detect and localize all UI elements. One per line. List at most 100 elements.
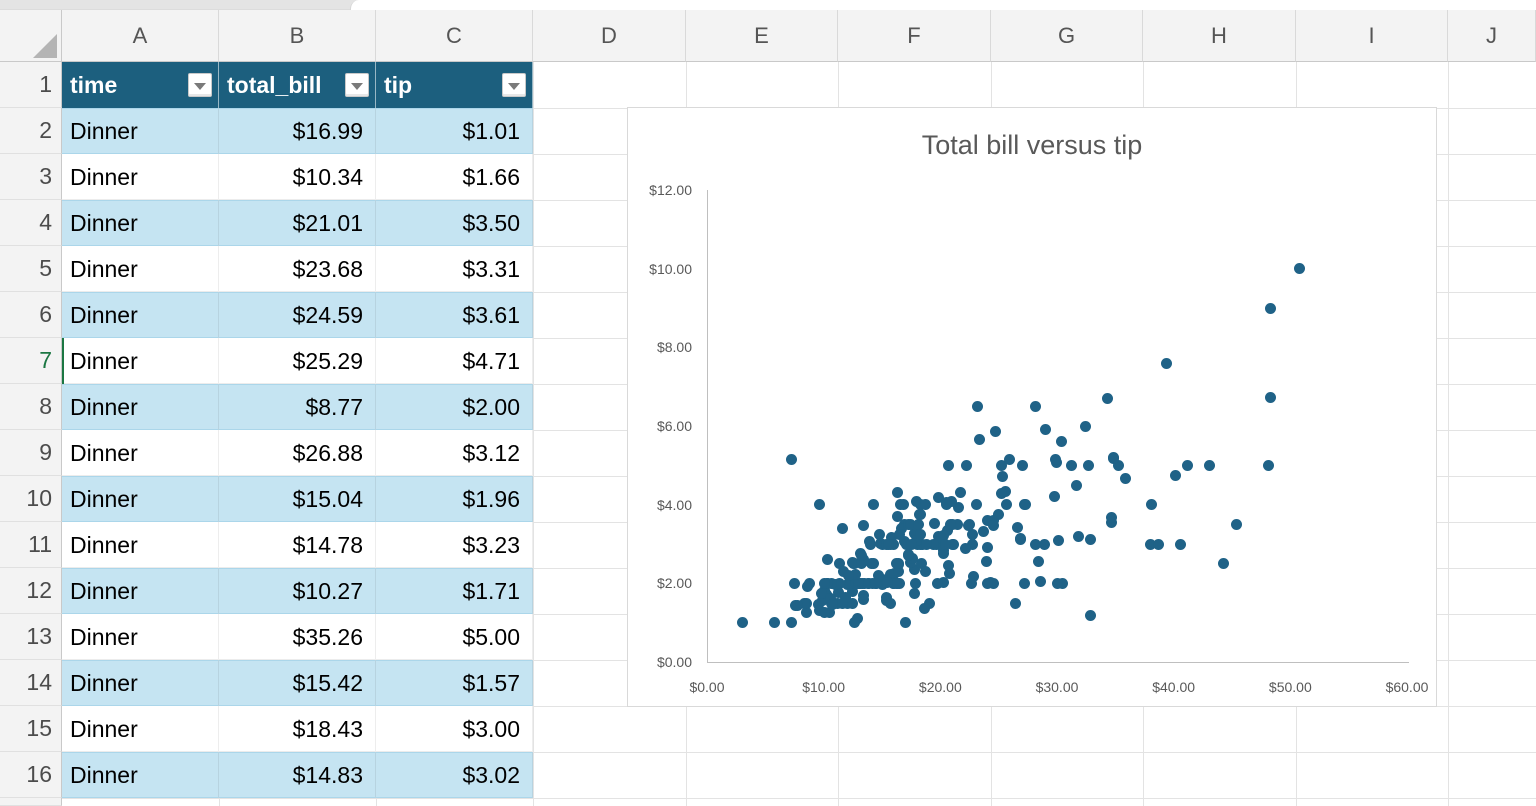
column-header-F[interactable]: F xyxy=(838,10,991,62)
table-cell[interactable]: Dinner xyxy=(62,246,219,292)
filter-button-total_bill[interactable] xyxy=(345,73,369,97)
table-cell[interactable]: Dinner xyxy=(62,706,219,752)
row-header-3[interactable]: 3 xyxy=(0,154,62,200)
chart-point xyxy=(913,518,925,530)
chart-point xyxy=(937,545,949,557)
scatter-chart[interactable]: Total bill versus tip $0.00 $2.00 $4.00 $6.… xyxy=(627,107,1437,707)
y-tick-label: $8.00 xyxy=(656,339,692,356)
column-header-D[interactable]: D xyxy=(533,10,686,62)
row-header-6[interactable]: 6 xyxy=(0,292,62,338)
row-header-12[interactable]: 12 xyxy=(0,568,62,614)
row-header-1[interactable]: 1 xyxy=(0,62,62,108)
chart-point xyxy=(882,577,894,589)
table-cell[interactable]: $15.42 xyxy=(219,660,376,706)
table-cell[interactable]: Dinner xyxy=(62,292,219,338)
table-cell[interactable]: $25.29 xyxy=(219,338,376,384)
column-header-H[interactable]: H xyxy=(1143,10,1296,62)
table-cell[interactable]: Dinner xyxy=(62,476,219,522)
column-header-E[interactable]: E xyxy=(686,10,838,62)
table-cell[interactable]: $3.12 xyxy=(376,430,533,476)
row-header-2[interactable]: 2 xyxy=(0,108,62,154)
table-cell[interactable]: $3.31 xyxy=(376,246,533,292)
row-header-15[interactable]: 15 xyxy=(0,706,62,752)
table-header-cell-total_bill[interactable]: total_bill xyxy=(219,62,376,108)
table-cell[interactable]: Dinner xyxy=(62,522,219,568)
chart-point xyxy=(924,597,936,609)
table-cell[interactable]: Dinner xyxy=(62,614,219,660)
table-cell[interactable]: $3.02 xyxy=(376,752,533,798)
table-cell[interactable]: $3.61 xyxy=(376,292,533,338)
row-header-16[interactable]: 16 xyxy=(0,752,62,798)
column-header-G[interactable]: G xyxy=(991,10,1143,62)
select-all-corner[interactable] xyxy=(0,10,62,62)
chart-point xyxy=(1082,459,1094,471)
row-header-14[interactable]: 14 xyxy=(0,660,62,706)
table-cell[interactable]: $18.43 xyxy=(219,706,376,752)
table-cell[interactable]: $2.00 xyxy=(376,384,533,430)
chart-point xyxy=(1019,499,1031,511)
row-header-11[interactable]: 11 xyxy=(0,522,62,568)
table-cell[interactable]: $23.68 xyxy=(219,246,376,292)
table-cell[interactable]: $24.59 xyxy=(219,292,376,338)
chart-point xyxy=(1112,459,1124,471)
x-tick-label: $10.00 xyxy=(802,679,846,695)
filter-button-tip[interactable] xyxy=(502,73,526,97)
table-cell[interactable]: Dinner xyxy=(62,384,219,430)
table-cell[interactable]: $10.34 xyxy=(219,154,376,200)
chart-point xyxy=(827,598,839,610)
table-cell[interactable]: $3.23 xyxy=(376,522,533,568)
table-header-cell-time[interactable]: time xyxy=(62,62,219,108)
chart-point xyxy=(989,426,1001,438)
table-cell[interactable]: Dinner xyxy=(62,430,219,476)
table-cell[interactable]: $1.01 xyxy=(376,108,533,154)
filter-button-time[interactable] xyxy=(188,73,212,97)
row-header-17[interactable] xyxy=(0,798,62,806)
table-cell[interactable]: $21.01 xyxy=(219,200,376,246)
row-header-10[interactable]: 10 xyxy=(0,476,62,522)
table-cell[interactable]: $10.27 xyxy=(219,568,376,614)
table-cell[interactable]: $4.71 xyxy=(376,338,533,384)
column-header-J[interactable]: J xyxy=(1448,10,1536,62)
row-header-8[interactable]: 8 xyxy=(0,384,62,430)
table-cell[interactable]: $3.00 xyxy=(376,706,533,752)
table-cell[interactable]: Dinner xyxy=(62,154,219,200)
table-cell[interactable]: $1.66 xyxy=(376,154,533,200)
chart-point xyxy=(959,543,971,555)
chart-point xyxy=(819,577,831,589)
table-cell[interactable]: Dinner xyxy=(62,660,219,706)
table-cell[interactable]: Dinner xyxy=(62,108,219,154)
table-cell[interactable]: $1.71 xyxy=(376,568,533,614)
row-header-13[interactable]: 13 xyxy=(0,614,62,660)
table-cell[interactable]: Dinner xyxy=(62,752,219,798)
column-header-A[interactable]: A xyxy=(62,10,219,62)
table-cell[interactable]: $3.50 xyxy=(376,200,533,246)
table-cell[interactable]: Dinner xyxy=(62,200,219,246)
table-cell[interactable]: $8.77 xyxy=(219,384,376,430)
table-cell[interactable]: $14.78 xyxy=(219,522,376,568)
table-cell[interactable]: $1.57 xyxy=(376,660,533,706)
gridline-horizontal xyxy=(62,798,1536,799)
table-cell[interactable]: $26.88 xyxy=(219,430,376,476)
column-header-C[interactable]: C xyxy=(376,10,533,62)
table-cell[interactable]: $15.04 xyxy=(219,476,376,522)
column-header-B[interactable]: B xyxy=(219,10,376,62)
chart-point xyxy=(844,577,856,589)
table-header-cell-tip[interactable]: tip xyxy=(376,62,533,108)
chart-point xyxy=(1018,577,1030,589)
y-tick-label: $12.00 xyxy=(649,182,692,198)
table-cell[interactable]: $16.99 xyxy=(219,108,376,154)
formula-bar-edge xyxy=(350,0,1536,10)
table-cell[interactable]: $35.26 xyxy=(219,614,376,660)
row-header-5[interactable]: 5 xyxy=(0,246,62,292)
table-cell[interactable]: Dinner xyxy=(62,568,219,614)
row-header-4[interactable]: 4 xyxy=(0,200,62,246)
table-cell[interactable]: $14.83 xyxy=(219,752,376,798)
table-cell[interactable]: Dinner xyxy=(62,338,219,384)
row-header-9[interactable]: 9 xyxy=(0,430,62,476)
column-header-I[interactable]: I xyxy=(1296,10,1448,62)
table-cell[interactable]: $1.96 xyxy=(376,476,533,522)
chart-point xyxy=(1001,499,1013,511)
table-cell[interactable]: $5.00 xyxy=(376,614,533,660)
row-header-7[interactable]: 7 xyxy=(0,338,62,384)
